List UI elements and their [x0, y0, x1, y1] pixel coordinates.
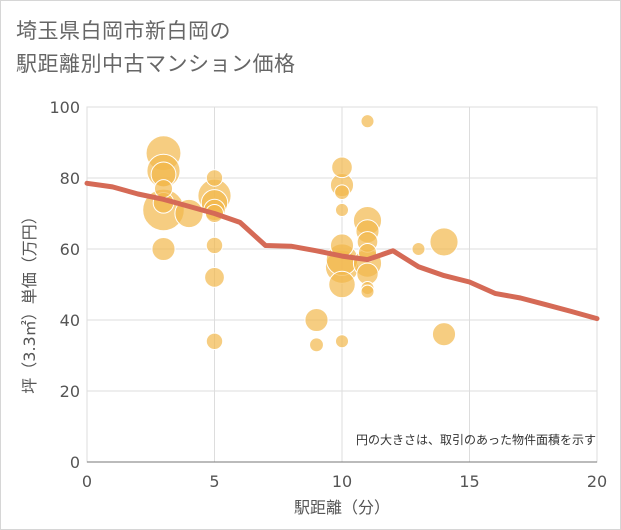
chart-title: 埼玉県白岡市新白岡の 駅距離別中古マンション価格 — [16, 15, 296, 81]
y-tick-label: 60 — [60, 240, 80, 259]
bubble-point — [205, 332, 224, 350]
x-tick-label: 0 — [82, 472, 92, 491]
x-tick-label: 20 — [587, 472, 607, 491]
bubble-point — [360, 114, 375, 129]
bubble-point — [331, 156, 353, 179]
chart-title-line-1: 埼玉県白岡市新白岡の — [16, 19, 231, 43]
x-tick-label: 15 — [459, 472, 479, 491]
chart-title-line-2: 駅距離別中古マンション価格 — [16, 52, 296, 76]
y-tick-label: 80 — [60, 169, 80, 188]
y-tick-label: 20 — [60, 382, 80, 401]
bubble-point — [153, 179, 174, 199]
bubble-point — [151, 236, 176, 262]
bubble-point — [429, 227, 459, 257]
bubble-point — [334, 184, 350, 201]
bubble-point — [309, 337, 324, 353]
x-axis-title: 駅距離（分） — [294, 498, 390, 517]
trend-line — [84, 180, 600, 322]
bubble-point — [304, 307, 329, 333]
y-axis-title: 坪（3.3㎡）単価（万円） — [20, 208, 39, 393]
x-tick-label: 10 — [332, 472, 352, 491]
bubble-point — [431, 322, 457, 347]
trend-line-series — [84, 180, 600, 322]
x-tick-label: 5 — [209, 472, 219, 491]
y-tick-label: 100 — [49, 98, 80, 117]
bubble-point — [411, 241, 426, 257]
y-tick-label: 40 — [60, 311, 80, 330]
bubble-point — [205, 236, 224, 255]
bubble-point — [360, 284, 375, 299]
bubble-point — [204, 267, 225, 288]
y-tick-label: 0 — [70, 453, 80, 472]
bubble-point — [205, 169, 224, 187]
bubble-size-note: 円の大きさは、取引のあった物件面積を示す — [356, 432, 596, 447]
bubble-point — [334, 334, 350, 349]
bubble-point — [328, 270, 356, 299]
tick-labels: 0 5 10 15 20 0 20 40 60 80 100 — [49, 98, 607, 491]
bubble-series — [142, 114, 459, 353]
bubble-point — [334, 202, 350, 217]
